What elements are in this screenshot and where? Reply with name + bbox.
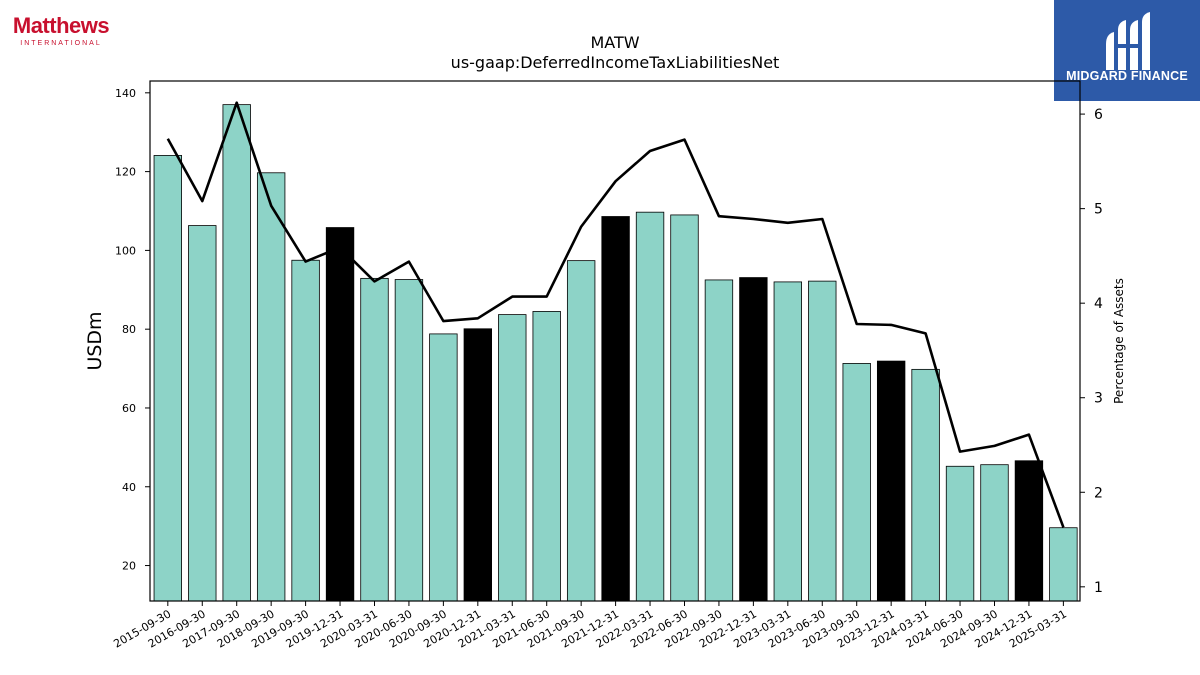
bar: [911, 368, 940, 602]
bar: [704, 279, 734, 602]
percentage-line: [166, 101, 1065, 528]
bar-series: [153, 104, 1078, 602]
y2-tick-label: 6: [1094, 107, 1103, 123]
company-logo: Matthews INTERNATIONAL: [6, 13, 116, 48]
chart-axes: [149, 80, 1081, 602]
y2-axis-ticks: 1 2 3 4 5 6: [1080, 107, 1103, 596]
x-axis-ticks: 2015-09-302016-09-302017-09-302018-09-30…: [111, 601, 1069, 651]
company-logo-name: Matthews: [12, 13, 110, 38]
bar: [325, 227, 355, 602]
y2-tick-label: 3: [1094, 391, 1103, 407]
bar: [808, 280, 837, 602]
bar: [153, 155, 183, 602]
y2-tick-label: 5: [1094, 202, 1103, 218]
bar: [256, 172, 286, 602]
y-tick-label: 20: [122, 560, 136, 573]
bar: [945, 465, 975, 602]
chart-title: MATW: [590, 33, 639, 52]
bar: [498, 314, 527, 602]
bar: [394, 279, 424, 602]
brand-logo: MIDGARD FINANCE: [1054, 0, 1200, 101]
y2-tick-label: 1: [1094, 580, 1103, 596]
bar: [360, 277, 389, 602]
bar: [566, 260, 596, 602]
bar: [739, 277, 768, 602]
brand-mark-icon: [1106, 12, 1150, 70]
bar: [842, 363, 871, 602]
y2-tick-label: 4: [1094, 296, 1103, 312]
bar: [980, 464, 1009, 602]
y-tick-label: 40: [122, 481, 136, 494]
bar: [463, 328, 492, 602]
brand-logo-name: MIDGARD FINANCE: [1066, 69, 1188, 83]
y-tick-label: 120: [115, 166, 136, 179]
bar: [188, 225, 217, 602]
bar: [601, 216, 630, 602]
bar: [1049, 527, 1078, 602]
y-tick-label: 140: [115, 87, 136, 100]
y-axis-ticks: 20 40 60 80 100 120 140: [115, 87, 150, 573]
y2-axis-label: Percentage of Assets: [1112, 278, 1126, 404]
y-axis-label: USDm: [84, 311, 106, 370]
y-tick-label: 60: [122, 402, 136, 415]
bar: [222, 104, 251, 602]
chart-subtitle: us-gaap:DeferredIncomeTaxLiabilitiesNet: [451, 53, 780, 72]
bar: [773, 281, 802, 602]
y-tick-label: 100: [115, 244, 136, 257]
bar: [429, 333, 458, 602]
y2-tick-label: 2: [1094, 485, 1103, 501]
plot-frame: [149, 80, 1081, 602]
bar: [1014, 460, 1044, 602]
bar: [532, 311, 561, 602]
bar: [291, 259, 320, 602]
bar: [670, 214, 699, 602]
y-tick-label: 80: [122, 323, 136, 336]
bar: [876, 360, 906, 602]
line-series: [166, 101, 1065, 528]
bar: [635, 211, 665, 602]
company-logo-subtitle: INTERNATIONAL: [20, 40, 102, 47]
